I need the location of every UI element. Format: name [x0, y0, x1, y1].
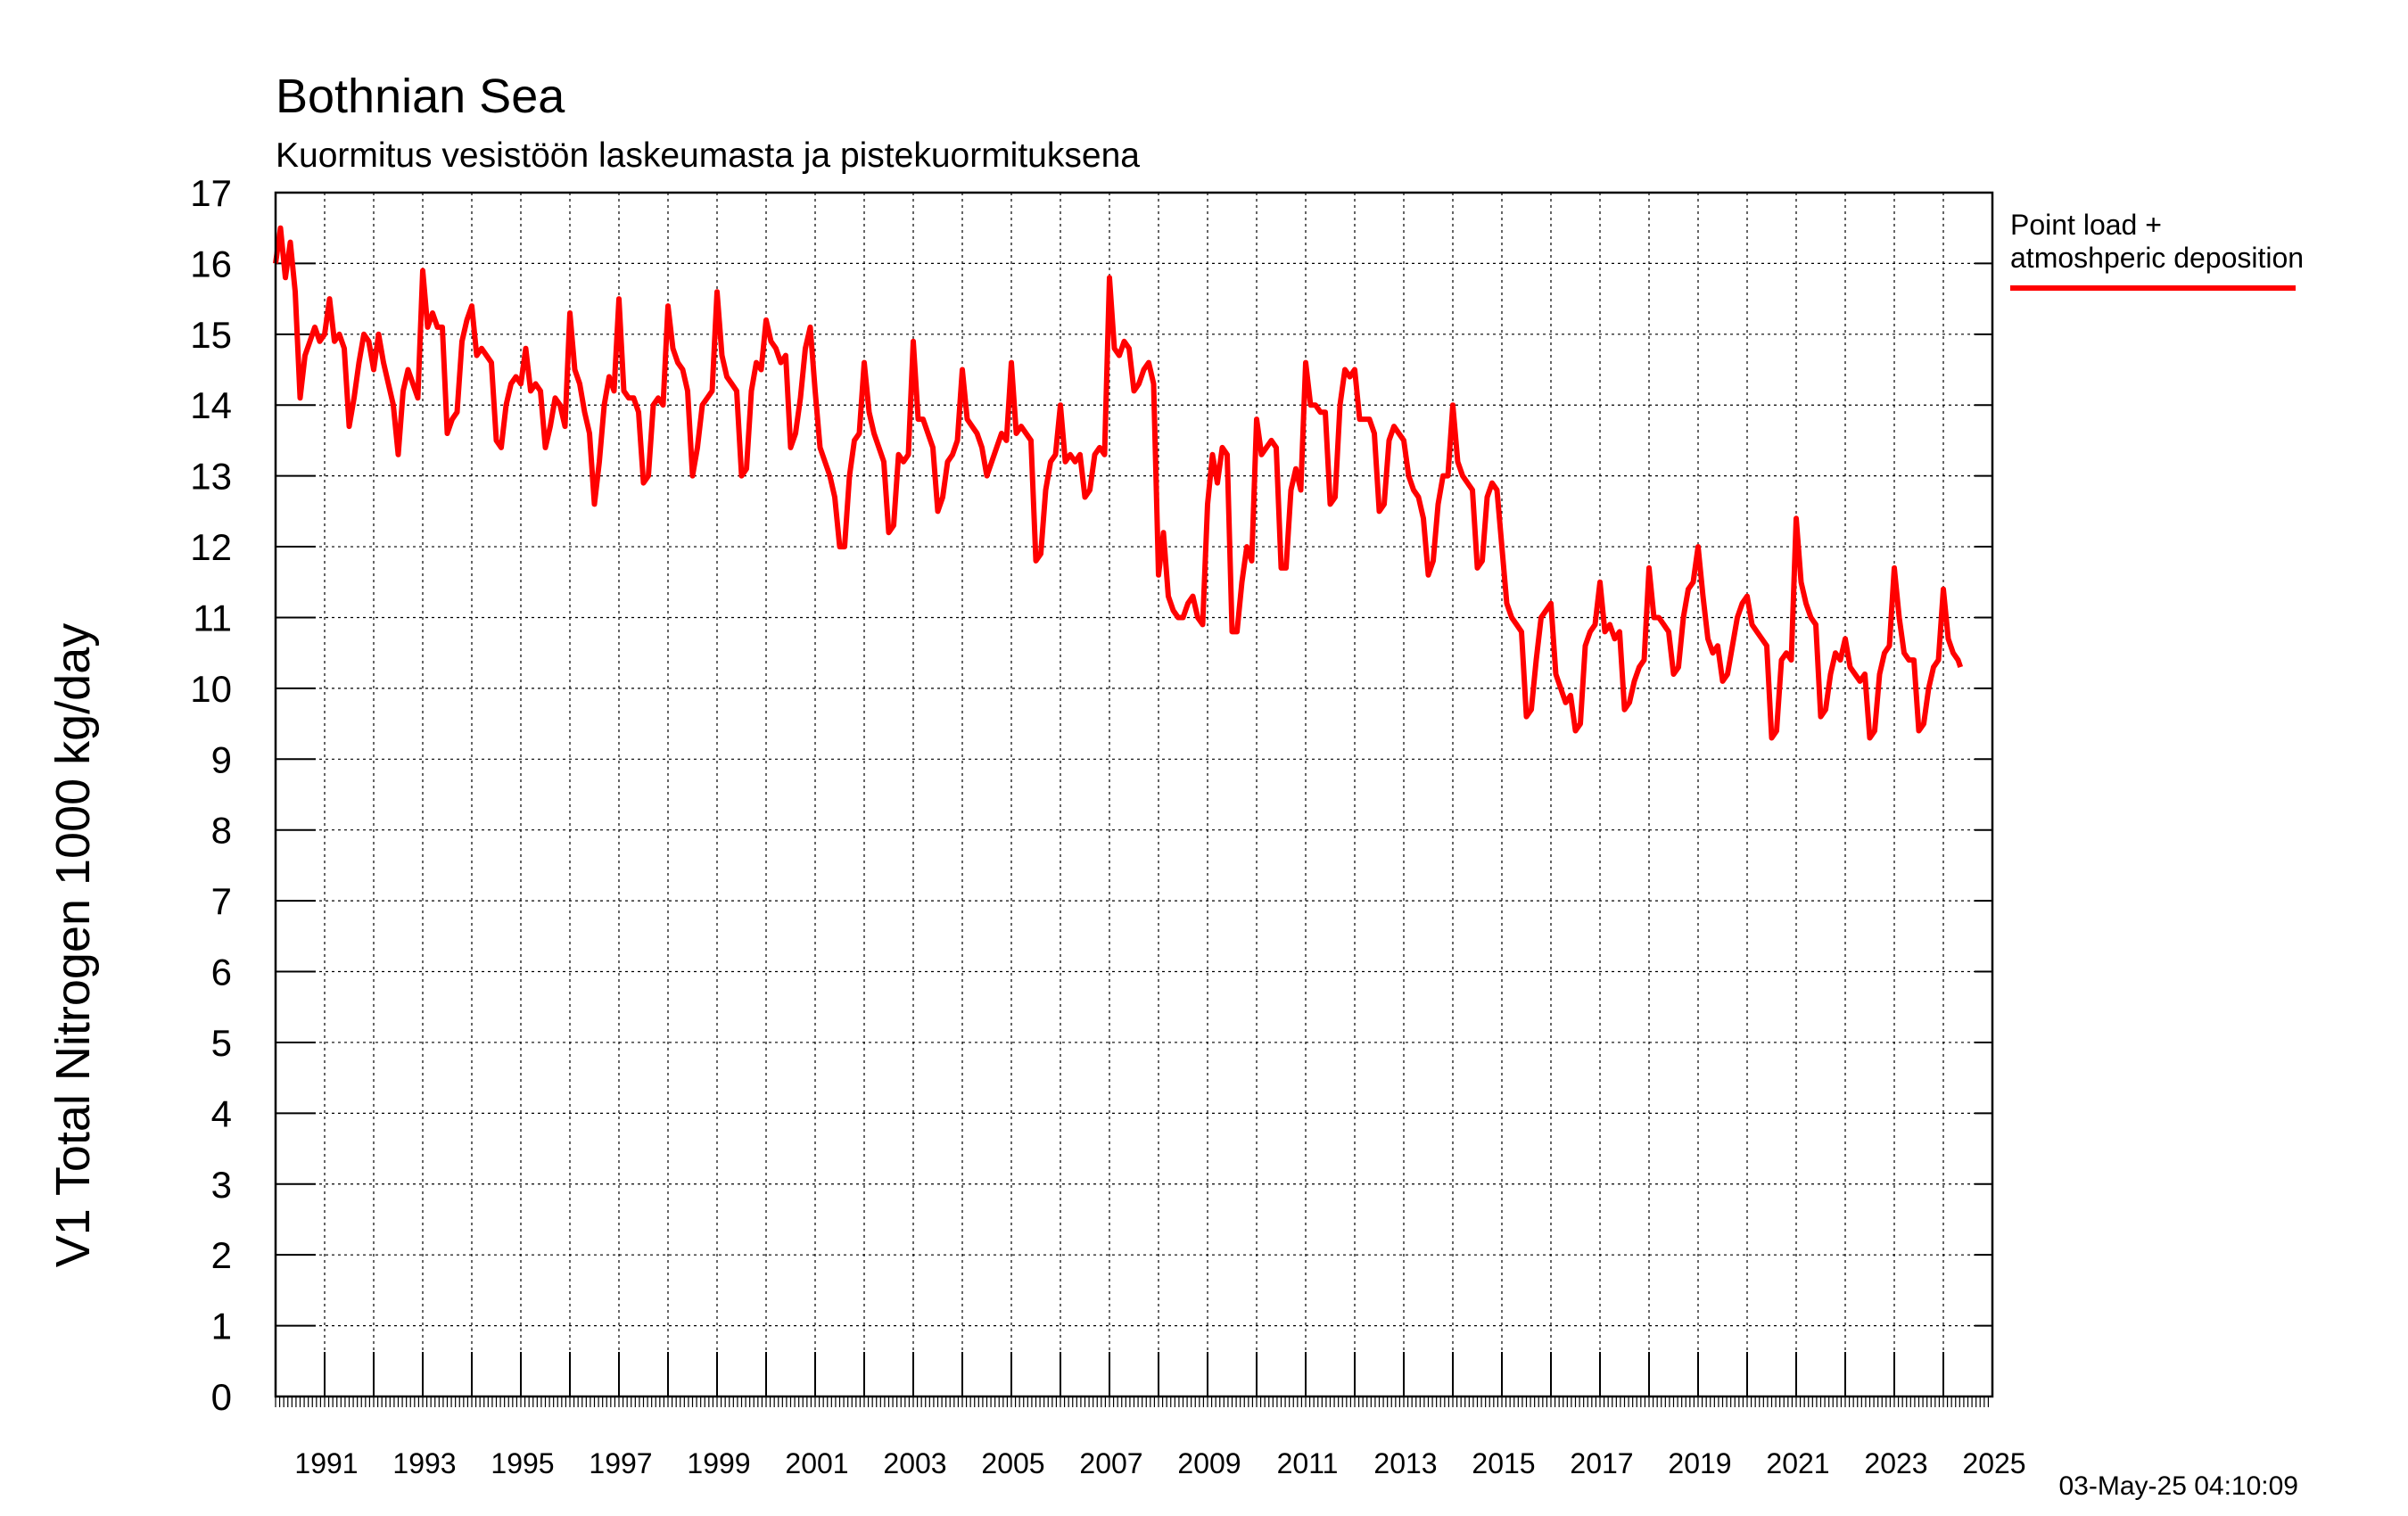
legend-text-line1: Point load + [2010, 209, 2162, 241]
x-tick-label: 2007 [1079, 1447, 1142, 1479]
y-tick-label: 3 [211, 1164, 232, 1206]
series-layer [273, 225, 1964, 741]
y-tick-label: 12 [190, 526, 232, 568]
x-tick-label: 2013 [1373, 1447, 1437, 1479]
x-tick-label: 2011 [1277, 1447, 1339, 1479]
y-tick-label: 6 [211, 952, 232, 993]
x-tick-label: 2015 [1472, 1447, 1535, 1479]
y-tick-label: 14 [190, 384, 232, 426]
y-tick-label: 0 [211, 1376, 232, 1418]
x-tick-label: 2017 [1570, 1447, 1633, 1479]
y-tick-label: 17 [190, 172, 232, 214]
y-tick-label: 1 [211, 1306, 232, 1347]
y-axis-label: V1 Total Nitrogen 1000 kg/day [46, 623, 100, 1268]
y-tick-label: 16 [190, 243, 232, 284]
x-tick-label: 2019 [1668, 1447, 1731, 1479]
x-tick-label: 1997 [589, 1447, 652, 1479]
x-tick-label: 1999 [687, 1447, 750, 1479]
legend: Point load + atmoshperic deposition [2010, 209, 2304, 291]
y-tick-label: 4 [211, 1092, 232, 1134]
y-tick-label: 10 [190, 668, 232, 710]
x-tick-label: 2023 [1864, 1447, 1927, 1479]
x-tick-label: 2009 [1177, 1447, 1241, 1479]
x-tick-label: 1993 [392, 1447, 456, 1479]
x-tick-label: 2021 [1766, 1447, 1829, 1479]
y-tick-label: 15 [190, 314, 232, 356]
y-tick-label: 11 [193, 597, 232, 639]
chart-subtitle: Kuormitus vesistöön laskeumasta ja piste… [276, 136, 1140, 175]
x-tick-label: 2003 [883, 1447, 946, 1479]
y-tick-label: 7 [211, 880, 232, 922]
x-tick-label: 2025 [1962, 1447, 2025, 1479]
y-tick-label: 5 [211, 1022, 232, 1064]
series-line [273, 225, 1964, 741]
x-tick-label: 1995 [491, 1447, 554, 1479]
x-tick-label: 2001 [785, 1447, 848, 1479]
x-tick-label: 1991 [294, 1447, 358, 1479]
x-tick-label: 2005 [981, 1447, 1044, 1479]
y-tick-label: 2 [211, 1234, 232, 1276]
y-tick-label: 8 [211, 810, 232, 852]
legend-text-line2: atmoshperic deposition [2010, 242, 2304, 274]
y-tick-label: 9 [211, 738, 232, 780]
y-tick-label: 13 [190, 456, 232, 498]
timestamp: 03-May-25 04:10:09 [2058, 1471, 2298, 1501]
plot-frame [274, 191, 1994, 1398]
chart-title: Bothnian Sea [276, 70, 565, 123]
x-axis-ticks: 1991 1993 1995 1997 1999 2001 2003 2005 2007 2009… [275, 1352, 2026, 1479]
